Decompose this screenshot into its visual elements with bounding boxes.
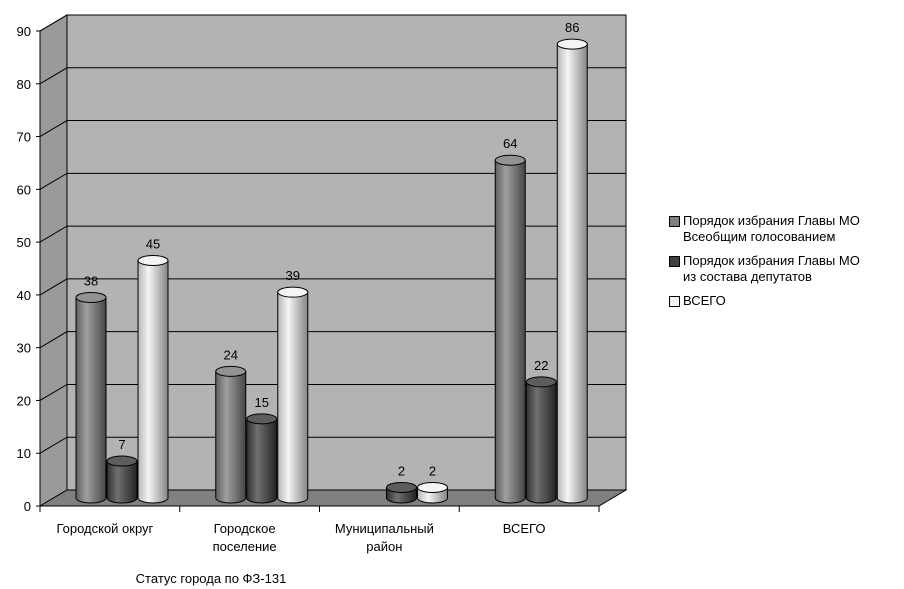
gridline: [39, 120, 626, 137]
bar-2-2: [417, 481, 448, 504]
x-tick-label: Муниципальный район: [335, 521, 434, 554]
legend-swatch-series-2: [669, 256, 680, 267]
gridlines: [39, 14, 626, 454]
bars: [75, 38, 588, 504]
gridline: [39, 225, 626, 243]
y-tick-label: 30: [17, 341, 31, 356]
bar-0-2: [137, 255, 169, 504]
bar-0-1: [106, 455, 138, 504]
data-label: 2: [429, 463, 436, 478]
bar-body: [215, 370, 247, 504]
bar-3-0: [494, 154, 526, 504]
legend-item-series-3: ВСЕГО: [669, 293, 901, 309]
axes: 0 10 20 30 40 50 60 70 80 90 Городской округ Городс…: [17, 24, 600, 554]
data-label: 64: [503, 136, 517, 151]
bar-body: [494, 159, 526, 504]
bar-0-0: [75, 291, 107, 504]
bar-2-1: [386, 481, 417, 504]
gridline: [39, 383, 626, 401]
data-label: 86: [565, 20, 579, 35]
data-label: 38: [84, 273, 98, 288]
y-tick-label: 90: [17, 24, 31, 39]
bar-1-0: [215, 365, 247, 504]
data-label: 22: [534, 358, 548, 373]
bar-top: [215, 365, 247, 377]
y-tick-label: 60: [17, 182, 31, 197]
data-label: 2: [398, 463, 405, 478]
legend-label-series-3: ВСЕГО: [683, 293, 726, 308]
y-tick-label: 10: [17, 446, 31, 461]
x-tick-label: Городское поселение: [213, 521, 277, 554]
legend-label-series-1: Порядок избрания Главы МО Всеобщим голос…: [683, 213, 860, 244]
bar-body: [106, 460, 138, 504]
y-tick-label: 40: [17, 288, 31, 303]
bar-body: [75, 296, 107, 504]
x-tick-label: Городской округ: [56, 521, 153, 536]
gridline: [39, 436, 626, 454]
bar-body: [556, 43, 588, 504]
bar-body: [525, 381, 557, 504]
bar-top: [106, 455, 138, 467]
legend: Порядок избрания Главы МО Всеобщим голос…: [669, 213, 901, 317]
gridline: [39, 172, 626, 190]
x-tick-label: ВСЕГО: [503, 521, 546, 536]
bar-body: [277, 291, 309, 504]
data-label: 39: [286, 268, 300, 283]
bar-top: [246, 413, 278, 425]
data-label: 15: [255, 395, 269, 410]
bar-top: [277, 286, 309, 298]
bar-top: [525, 376, 557, 388]
data-label: 7: [118, 437, 125, 452]
gridline: [39, 278, 626, 296]
data-label: 45: [146, 237, 160, 252]
legend-item-series-2: Порядок избрания Главы МО из состава деп…: [669, 253, 901, 285]
y-tick-label: 70: [17, 130, 31, 145]
bar-3-1: [525, 376, 557, 504]
legend-label-series-2: Порядок избрания Главы МО из состава деп…: [683, 253, 860, 284]
bar-1-2: [277, 286, 309, 504]
legend-swatch-series-1: [669, 216, 680, 227]
y-tick-label: 20: [17, 393, 31, 408]
gridline: [39, 67, 626, 85]
legend-swatch-series-3: [669, 296, 680, 307]
bar-top: [494, 154, 526, 166]
bar-top: [556, 38, 588, 50]
bar-top: [75, 291, 107, 303]
data-label: 24: [224, 347, 238, 362]
side-wall: [39, 14, 68, 507]
gridline: [39, 14, 626, 32]
bar-3-2: [556, 38, 588, 504]
bar-1-1: [246, 413, 278, 504]
gridline: [39, 331, 626, 349]
bar-body: [246, 418, 278, 504]
legend-item-series-1: Порядок избрания Главы МО Всеобщим голос…: [669, 213, 901, 245]
x-axis-title: Статус города по ФЗ-131: [136, 571, 287, 586]
bar-body: [137, 260, 169, 504]
bar-top: [386, 481, 417, 493]
y-tick-label: 50: [17, 235, 31, 250]
y-tick-label: 0: [24, 499, 31, 514]
y-tick-label: 80: [17, 77, 31, 92]
bar-top: [417, 481, 448, 493]
bar-top: [137, 255, 169, 266]
